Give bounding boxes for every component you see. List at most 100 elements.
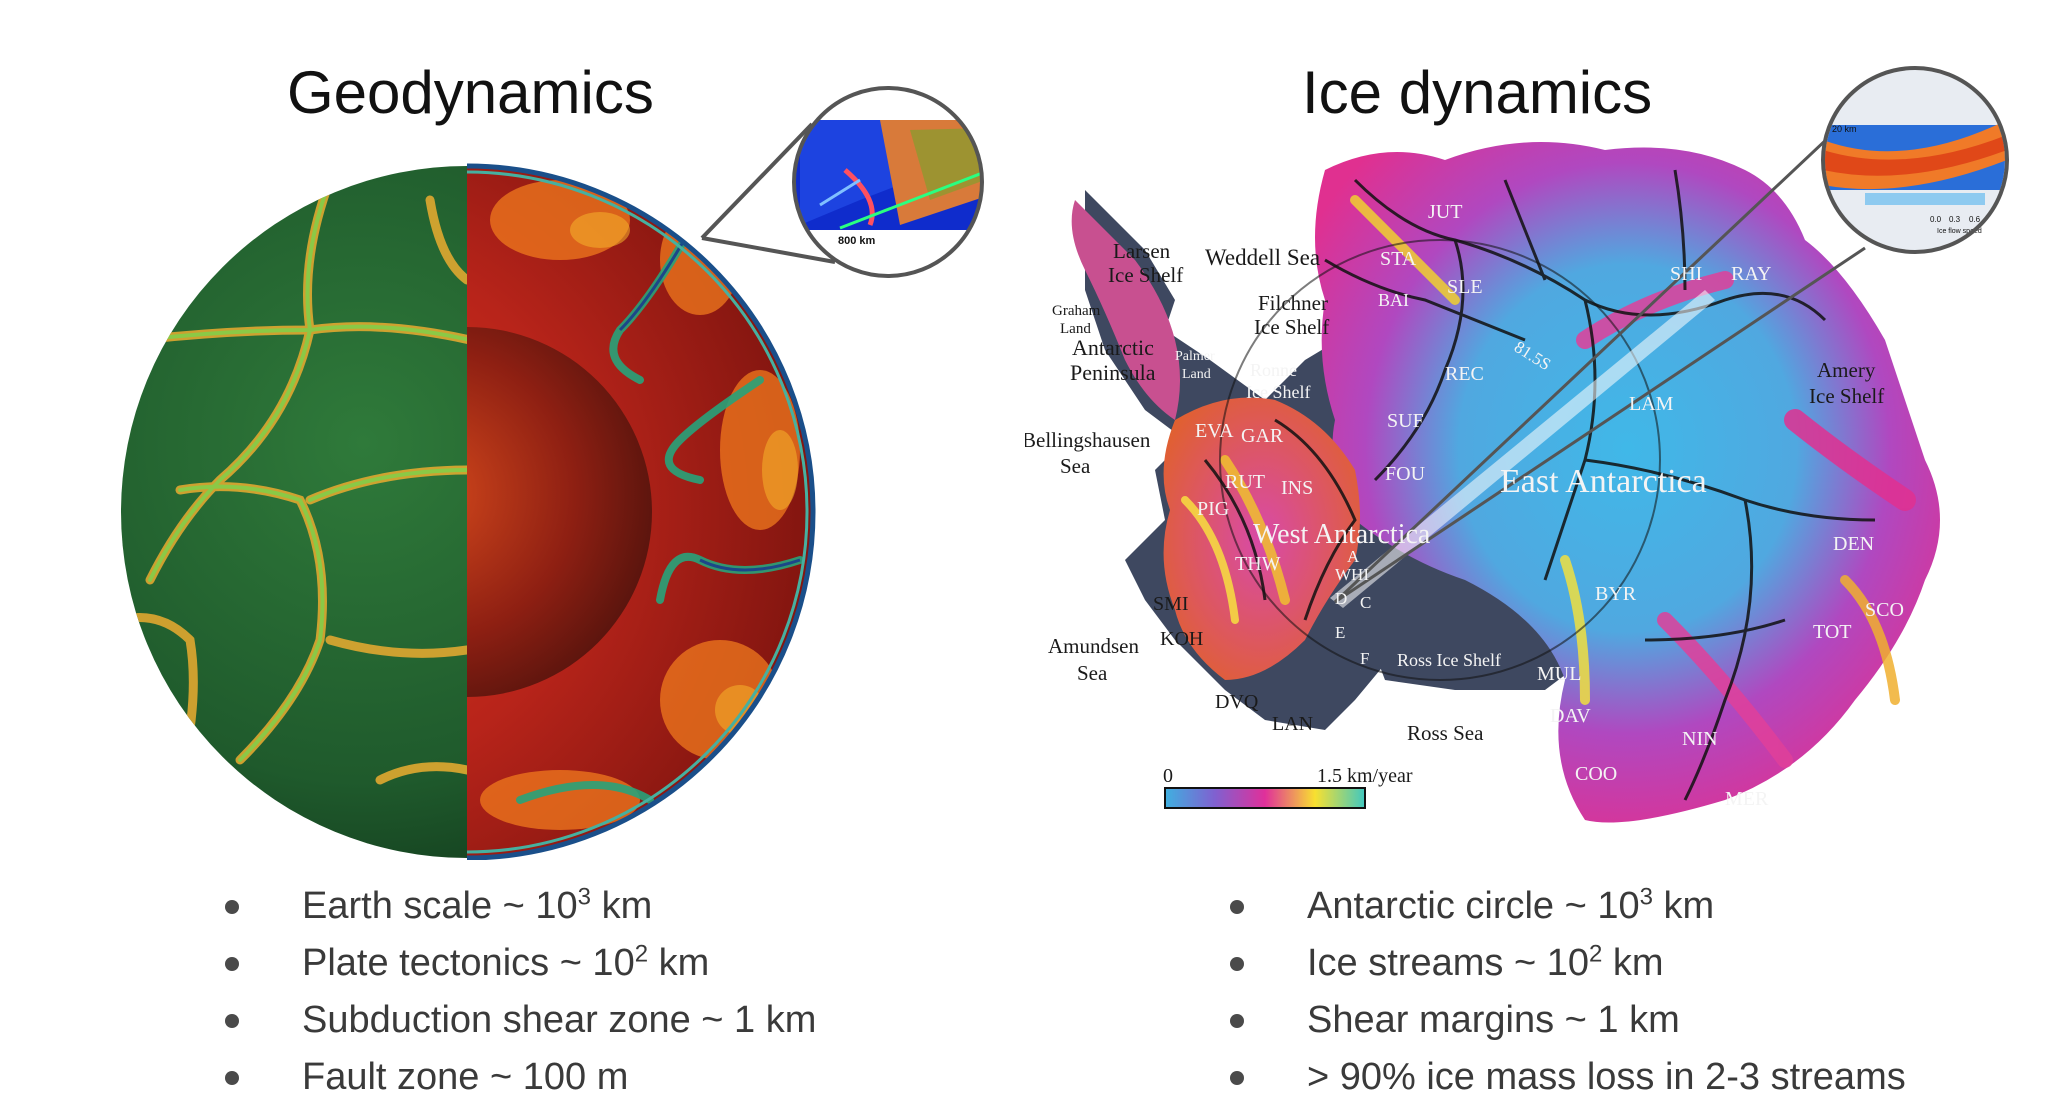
highlight-beam [1330, 290, 1715, 608]
label-peninsula: Peninsula [1070, 360, 1156, 385]
basin-label: FOU [1385, 463, 1426, 485]
basin-label: JUT [1428, 201, 1462, 223]
label-filchner-2: Ice Shelf [1254, 315, 1329, 339]
bullet-icon [225, 957, 239, 971]
red-hemisphere [467, 163, 816, 860]
colorbar-min-label: 0 [1163, 765, 1173, 787]
label-amundsen: Amundsen [1048, 634, 1139, 658]
ice-inset-connector-top [1333, 120, 1847, 604]
basin-label: SLE [1447, 276, 1483, 298]
basin-label: EVA [1195, 420, 1234, 442]
inset-tick-0: 0.0 [1930, 215, 1942, 224]
basin-label: TOT [1813, 621, 1852, 643]
basin-label: MUL [1537, 663, 1581, 685]
list-item: Ice streams ~ 102 km [1230, 935, 1906, 992]
bullet-icon [1230, 900, 1244, 914]
label-graham: Graham [1052, 303, 1101, 319]
list-item: Subduction shear zone ~ 1 km [225, 992, 816, 1049]
map-labels: Larsen Ice Shelf Weddell Sea Filchner Ic… [1025, 239, 1884, 745]
basin-label: C [1360, 593, 1371, 612]
bullet-icon [225, 1071, 239, 1085]
basin-label: LAN [1272, 713, 1313, 735]
basin-label: GAR [1241, 425, 1284, 447]
label-ross-ice-shelf: Ross Ice Shelf [1397, 650, 1501, 670]
label-palmer-2: Land [1182, 367, 1211, 382]
basin-label: E [1335, 623, 1345, 642]
velocity-colorbar: 0 1.5 km/year [1163, 765, 1413, 809]
basin-label: LAM [1629, 393, 1674, 415]
bullet-icon [1230, 1014, 1244, 1028]
colorbar-max-label: 1.5 km/year [1317, 765, 1413, 787]
subduction-inset: 800 km [792, 86, 984, 278]
list-item: Shear margins ~ 1 km [1230, 992, 1906, 1049]
geodynamics-title: Geodynamics [287, 59, 654, 126]
bullet-icon [1230, 957, 1244, 971]
geodynamics-panel: Geodynamics [121, 59, 984, 1106]
label-filchner: Filchner [1258, 291, 1328, 315]
basin-label: KOH [1160, 628, 1203, 650]
basin-label: WHI [1335, 565, 1369, 584]
inset-caption: Ice flow speed [1937, 228, 1982, 235]
list-item: Antarctic circle ~ 103 km [1230, 878, 1906, 935]
label-amery: Amery [1817, 358, 1876, 382]
list-item: Plate tectonics ~ 102 km [225, 935, 816, 992]
basin-label: D [1335, 589, 1347, 608]
label-west-antarctica: West Antarctica [1253, 519, 1431, 550]
list-item: Fault zone ~ 100 m [225, 1049, 816, 1106]
list-item: > 90% ice mass loss in 2-3 streams [1230, 1049, 1906, 1106]
label-bellingshausen: Bellingshausen [1025, 428, 1151, 452]
bullet-icon [225, 900, 239, 914]
label-bellingshausen-2: Sea [1060, 454, 1091, 478]
drainage-basin-lines [1203, 169, 1876, 801]
label-amery-2: Ice Shelf [1809, 384, 1884, 408]
label-east-antarctica: East Antarctica [1500, 463, 1707, 500]
latitude-circle [1219, 239, 1661, 681]
earth-mantle-figure: 800 km [121, 86, 984, 860]
label-palmer: Palmer [1175, 349, 1215, 364]
antarctic-peninsula [1071, 200, 1180, 420]
label-weddell-sea: Weddell Sea [1205, 245, 1320, 270]
ice-dynamics-panel: Ice dynamics [1025, 0, 2050, 1112]
basin-label: SMI [1153, 593, 1189, 615]
basin-label: DAV [1550, 705, 1591, 727]
basin-label: COO [1575, 763, 1617, 785]
basin-label: SUF [1387, 410, 1424, 432]
basin-label: INS [1281, 477, 1313, 499]
basin-label: NIN [1682, 728, 1718, 750]
basin-label: SCO [1865, 599, 1904, 621]
basin-label: MER [1725, 788, 1769, 810]
ice-dynamics-bullet-list: Antarctic circle ~ 103 km Ice streams ~ … [1230, 878, 1906, 1106]
label-larsen-2: Ice Shelf [1108, 263, 1183, 287]
east-antarctica-ice [1315, 142, 1940, 823]
geodynamics-bullet-list: Earth scale ~ 103 km Plate tectonics ~ 1… [225, 878, 816, 1106]
inset-corner-label: 20 km [1832, 124, 1857, 134]
list-item: Earth scale ~ 103 km [225, 878, 816, 935]
antarctica-ice-velocity-map: 20 km 0.0 0.3 0.6 Ice flow speed Larsen … [1025, 66, 2009, 823]
basin-label: F [1360, 649, 1369, 668]
bullet-icon [225, 1014, 239, 1028]
basin-label: THW [1235, 553, 1281, 575]
basin-label: A [1347, 547, 1360, 566]
inset-tick-1: 0.3 [1949, 215, 1961, 224]
basin-label: BAI [1378, 290, 1409, 310]
label-antarctic: Antarctic [1072, 335, 1154, 360]
basin-codes: JUT STA SLE BAI SHI RAY REC LAM SUF EVA … [1153, 201, 1904, 810]
basin-label: BYR [1595, 583, 1637, 605]
bullet-icon [1230, 1071, 1244, 1085]
inset-tick-2: 0.6 [1969, 215, 1981, 224]
basin-label: DEN [1833, 533, 1874, 555]
basin-label: RUT [1225, 471, 1265, 493]
basin-label: DVQ [1215, 691, 1259, 713]
basin-label: SHI [1670, 263, 1702, 285]
basin-label: STA [1380, 248, 1417, 270]
ice-inset-connector-bottom [1334, 246, 1866, 604]
label-larsen: Larsen [1113, 239, 1171, 263]
label-ross-sea: Ross Sea [1407, 721, 1484, 745]
label-ronne: Ronne [1250, 360, 1297, 380]
green-hemisphere [121, 166, 467, 858]
basin-label: PIG [1197, 498, 1229, 520]
inset-scale-label: 800 km [838, 235, 876, 247]
basin-label: REC [1445, 363, 1484, 385]
inset-connector-top [700, 122, 814, 240]
label-ronne-2: Ice Shelf [1246, 382, 1310, 402]
